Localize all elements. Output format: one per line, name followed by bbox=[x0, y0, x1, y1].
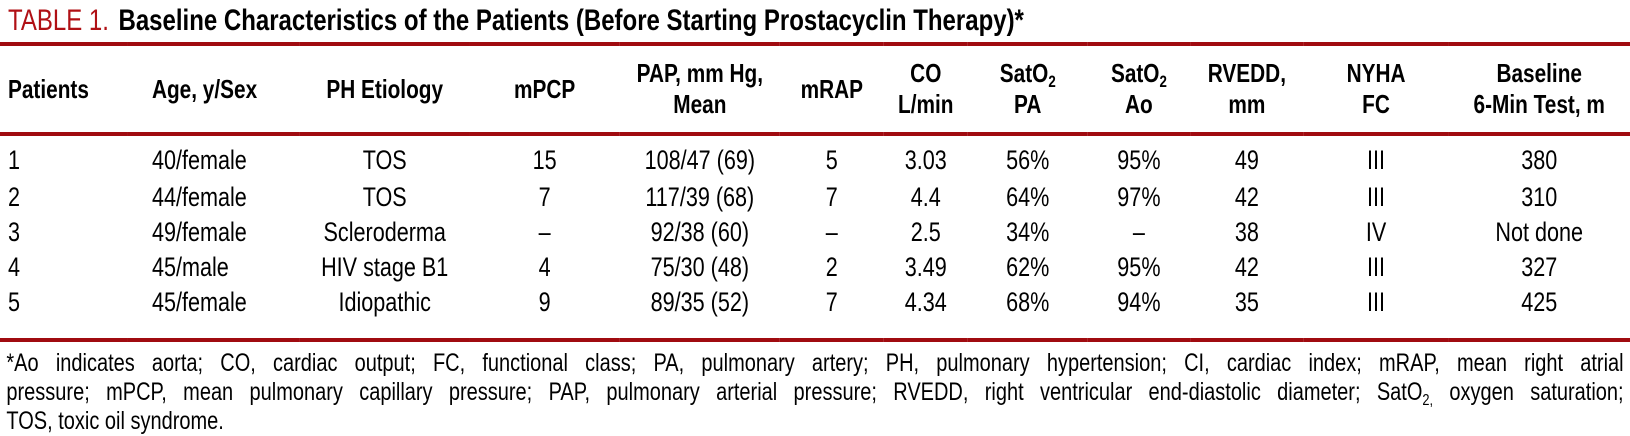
table-number-label: TABLE 1. bbox=[7, 4, 109, 37]
table-footnote: *Ao indicates aorta; CO, cardiac output;… bbox=[0, 342, 1630, 436]
column-header-mrap: mRAP bbox=[800, 73, 863, 104]
cell-age-sex: 45/female bbox=[151, 287, 247, 317]
table-body: 1 40/female TOS 15 108/47 (69) 5 3.03 56… bbox=[0, 134, 1630, 340]
cell-mrap: 7 bbox=[825, 182, 838, 212]
cell-patient-id: 5 bbox=[7, 287, 21, 317]
cell-pap: 92/38 (60) bbox=[650, 217, 750, 247]
cell-sato2-pa: 56% bbox=[1006, 144, 1050, 175]
cell-mpcp: – bbox=[538, 217, 551, 247]
cell-nyha: III bbox=[1367, 287, 1386, 317]
cell-patient-id: 1 bbox=[7, 144, 21, 175]
column-header-baseline-6min: Baseline 6-Min Test, m bbox=[1473, 58, 1605, 119]
cell-age-sex: 45/male bbox=[151, 252, 229, 282]
cell-sato2-ao: – bbox=[1132, 217, 1145, 247]
cell-sato2-pa: 62% bbox=[1006, 252, 1050, 282]
cell-sato2-pa: 64% bbox=[1006, 182, 1050, 212]
cell-6min: 425 bbox=[1521, 287, 1558, 317]
table-title: TABLE 1. Baseline Characteristics of the … bbox=[0, 0, 1630, 42]
column-header-patients: Patients bbox=[7, 73, 89, 104]
cell-co: 3.03 bbox=[904, 144, 947, 175]
cell-co: 2.5 bbox=[910, 217, 941, 247]
cell-co: 3.49 bbox=[904, 252, 947, 282]
cell-etiology: TOS bbox=[362, 182, 407, 212]
cell-nyha: III bbox=[1367, 182, 1386, 212]
footnote-line-2: pressure; mPCP, mean pulmonary capillary… bbox=[6, 378, 1624, 410]
cell-sato2-ao: 94% bbox=[1117, 287, 1161, 317]
cell-pap: 117/39 (68) bbox=[645, 182, 755, 212]
cell-etiology: Idiopathic bbox=[338, 287, 431, 317]
cell-age-sex: 44/female bbox=[151, 182, 247, 212]
cell-etiology: Scleroderma bbox=[323, 217, 446, 247]
cell-etiology: TOS bbox=[362, 144, 407, 175]
cell-patient-id: 4 bbox=[7, 252, 21, 282]
cell-sato2-pa: 34% bbox=[1006, 217, 1050, 247]
cell-mrap: 7 bbox=[825, 287, 838, 317]
table-row: 3 49/female Scleroderma – 92/38 (60) – 2… bbox=[0, 215, 1630, 250]
baseline-characteristics-table: Patients Age, y/Sex PH Etiology mPCP PAP… bbox=[0, 42, 1630, 342]
cell-age-sex: 49/female bbox=[151, 217, 247, 247]
cell-age-sex: 40/female bbox=[151, 144, 247, 175]
column-header-ph-etiology: PH Etiology bbox=[326, 73, 444, 104]
footnote-line-1: *Ao indicates aorta; CO, cardiac output;… bbox=[6, 349, 1624, 377]
cell-pap: 108/47 (69) bbox=[644, 144, 756, 175]
subscript: 2 bbox=[1159, 72, 1167, 92]
cell-rvedd: 42 bbox=[1234, 252, 1259, 282]
column-header-sato2-pa: SatO2 PA bbox=[999, 58, 1056, 119]
cell-6min: 380 bbox=[1521, 144, 1558, 175]
cell-6min: 310 bbox=[1521, 182, 1558, 212]
cell-co: 4.4 bbox=[910, 182, 941, 212]
subscript: 2, bbox=[1422, 392, 1434, 410]
cell-sato2-ao: 95% bbox=[1117, 252, 1161, 282]
cell-nyha: IV bbox=[1365, 217, 1387, 247]
table-row: 2 44/female TOS 7 117/39 (68) 7 4.4 64% … bbox=[0, 180, 1630, 215]
cell-patient-id: 3 bbox=[7, 217, 21, 247]
table-row: 5 45/female Idiopathic 9 89/35 (52) 7 4.… bbox=[0, 285, 1630, 340]
cell-co: 4.34 bbox=[904, 287, 947, 317]
footnote-line-3: TOS, toxic oil syndrome. bbox=[6, 407, 224, 435]
cell-mrap: – bbox=[825, 217, 838, 247]
cell-rvedd: 42 bbox=[1234, 182, 1259, 212]
cell-mpcp: 7 bbox=[538, 182, 551, 212]
column-header-sato2-ao: SatO2 Ao bbox=[1110, 58, 1167, 119]
cell-sato2-ao: 97% bbox=[1117, 182, 1161, 212]
subscript: 2 bbox=[1048, 72, 1056, 92]
cell-nyha: III bbox=[1367, 144, 1386, 175]
cell-rvedd: 35 bbox=[1234, 287, 1259, 317]
column-header-rvedd: RVEDD, mm bbox=[1207, 58, 1286, 119]
cell-rvedd: 38 bbox=[1234, 217, 1259, 247]
cell-mpcp: 4 bbox=[538, 252, 551, 282]
cell-pap: 75/30 (48) bbox=[650, 252, 750, 282]
cell-pap: 89/35 (52) bbox=[650, 287, 750, 317]
column-header-mpcp: mPCP bbox=[514, 73, 576, 104]
cell-mrap: 5 bbox=[825, 144, 838, 175]
table-row: 1 40/female TOS 15 108/47 (69) 5 3.03 56… bbox=[0, 134, 1630, 180]
cell-6min: 327 bbox=[1521, 252, 1558, 282]
table-row: 4 45/male HIV stage B1 4 75/30 (48) 2 3.… bbox=[0, 250, 1630, 285]
cell-rvedd: 49 bbox=[1234, 144, 1259, 175]
cell-mrap: 2 bbox=[825, 252, 838, 282]
cell-patient-id: 2 bbox=[7, 182, 21, 212]
column-header-age-sex: Age, y/Sex bbox=[151, 73, 258, 104]
cell-6min: Not done bbox=[1495, 217, 1584, 247]
column-header-nyha-fc: NYHA FC bbox=[1346, 58, 1406, 119]
cell-etiology: HIV stage B1 bbox=[321, 252, 449, 282]
table-header: Patients Age, y/Sex PH Etiology mPCP PAP… bbox=[0, 44, 1630, 134]
cell-nyha: III bbox=[1367, 252, 1386, 282]
cell-mpcp: 15 bbox=[532, 144, 557, 175]
column-header-co: CO L/min bbox=[898, 58, 954, 119]
cell-mpcp: 9 bbox=[538, 287, 551, 317]
table-title-text: Baseline Characteristics of the Patients… bbox=[118, 4, 1024, 37]
header-row: Patients Age, y/Sex PH Etiology mPCP PAP… bbox=[0, 44, 1630, 134]
cell-sato2-pa: 68% bbox=[1006, 287, 1050, 317]
column-header-pap: PAP, mm Hg, Mean bbox=[636, 58, 763, 119]
cell-sato2-ao: 95% bbox=[1117, 144, 1161, 175]
